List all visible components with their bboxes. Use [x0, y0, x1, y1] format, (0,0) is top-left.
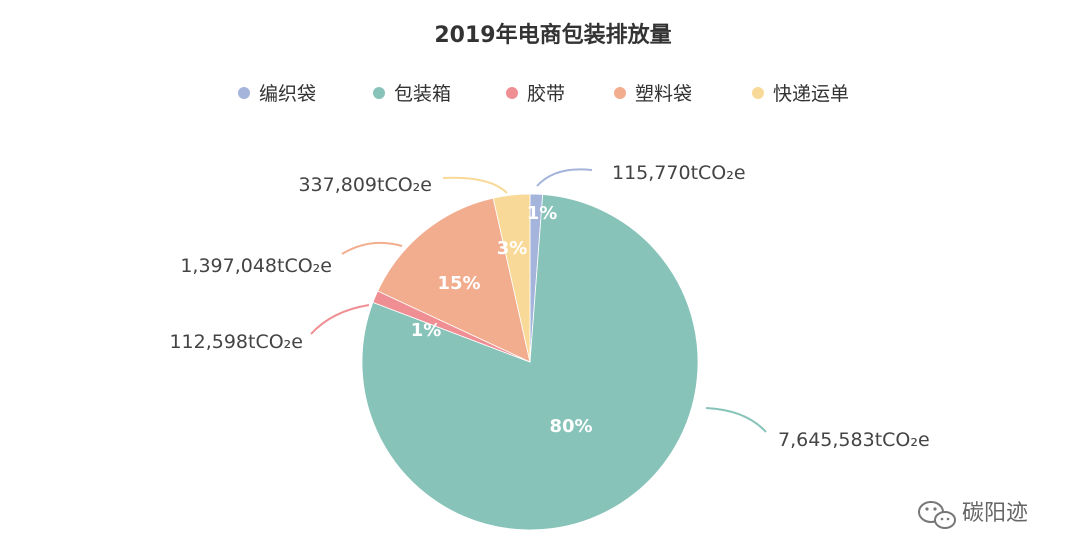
legend-label: 胶带: [527, 83, 565, 105]
legend-label: 快递运单: [773, 83, 849, 105]
percent-label: 80%: [549, 416, 592, 437]
leader-lines: [310, 168, 767, 433]
watermark-text: 碳阳迹: [962, 501, 1028, 526]
percent-label: 3%: [497, 238, 528, 259]
leader-line: [310, 304, 370, 335]
legend-item[interactable]: 塑料袋: [614, 83, 692, 105]
leader-line: [536, 168, 593, 187]
pie-slices: [361, 193, 699, 531]
legend-marker: [506, 87, 518, 99]
legend-item[interactable]: 胶带: [506, 83, 565, 105]
leader-line: [442, 176, 508, 194]
legend-item[interactable]: 包装箱: [373, 83, 451, 105]
percent-label: 1%: [527, 203, 558, 224]
legend-item[interactable]: 编织袋: [238, 83, 316, 105]
percent-label: 15%: [437, 273, 480, 294]
percent-label: 1%: [411, 320, 442, 341]
leader-line: [341, 241, 403, 255]
value-label: 1,397,048tCO₂e: [180, 255, 332, 277]
legend-label: 编织袋: [259, 83, 316, 105]
legend-label: 塑料袋: [635, 83, 692, 105]
value-labels: 115,770tCO₂e 7,645,583tCO₂e 112,598tCO₂e 1,…: [169, 162, 929, 451]
value-label: 112,598tCO₂e: [169, 331, 303, 353]
value-label: 7,645,583tCO₂e: [778, 429, 930, 451]
legend-marker: [238, 87, 250, 99]
value-label: 337,809tCO₂e: [298, 174, 432, 196]
watermark: 碳阳迹: [918, 501, 1028, 529]
value-label: 115,770tCO₂e: [612, 162, 746, 184]
pie-slice: [492, 193, 531, 363]
legend-label: 包装箱: [394, 83, 451, 105]
legend-marker: [752, 87, 764, 99]
legend-marker: [614, 87, 626, 99]
pie-slice: [377, 197, 531, 363]
percent-labels: 1% 80% 1% 15% 3%: [411, 203, 593, 437]
leader-line: [705, 407, 767, 433]
wechat-icon: [918, 501, 956, 529]
legend[interactable]: 编织袋 包装箱 胶带 塑料袋 快递运单: [238, 83, 849, 105]
chart-title: 2019年电商包装排放量: [434, 22, 671, 48]
legend-marker: [373, 87, 385, 99]
legend-item[interactable]: 快递运单: [752, 83, 849, 105]
